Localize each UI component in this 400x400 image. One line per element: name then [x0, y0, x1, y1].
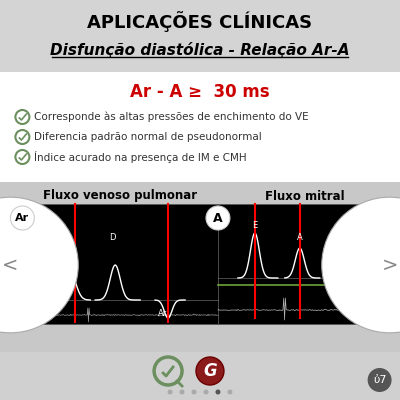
Text: APLICAÇÕES CLÍNICAS: APLICAÇÕES CLÍNICAS: [88, 12, 312, 32]
FancyBboxPatch shape: [0, 0, 400, 72]
FancyBboxPatch shape: [0, 182, 400, 352]
FancyBboxPatch shape: [0, 72, 400, 182]
Circle shape: [204, 390, 208, 394]
FancyBboxPatch shape: [22, 204, 218, 324]
Text: Disfunção diastólica - Relação Ar-A: Disfunção diastólica - Relação Ar-A: [50, 42, 350, 58]
Text: Ar: Ar: [15, 213, 30, 223]
Text: S: S: [68, 245, 73, 254]
FancyBboxPatch shape: [0, 352, 400, 400]
Text: ὐ7: ὐ7: [373, 375, 386, 385]
Circle shape: [192, 390, 196, 394]
Text: G: G: [203, 362, 217, 380]
Text: E: E: [252, 221, 258, 230]
Text: Índice acurado na presença de IM e CMH: Índice acurado na presença de IM e CMH: [34, 151, 247, 163]
Circle shape: [228, 390, 232, 394]
Text: D: D: [109, 233, 116, 242]
FancyBboxPatch shape: [218, 204, 382, 324]
Text: Corresponde às altas pressões de enchimento do VE: Corresponde às altas pressões de enchime…: [34, 112, 309, 122]
Circle shape: [168, 390, 172, 394]
Text: A: A: [297, 233, 303, 242]
Circle shape: [216, 390, 220, 394]
Text: A: A: [213, 212, 223, 224]
Circle shape: [206, 206, 230, 230]
Text: Ar: Ar: [158, 309, 167, 318]
Circle shape: [196, 357, 224, 385]
Circle shape: [10, 206, 34, 230]
Text: >: >: [381, 256, 398, 274]
Text: Fluxo venoso pulmonar: Fluxo venoso pulmonar: [43, 190, 197, 202]
Text: Diferencia padrão normal de pseudonormal: Diferencia padrão normal de pseudonormal: [34, 132, 262, 142]
Text: <: <: [2, 256, 19, 274]
Text: Fluxo mitral: Fluxo mitral: [265, 190, 344, 202]
Circle shape: [180, 390, 184, 394]
Text: Ar - A ≥  30 ms: Ar - A ≥ 30 ms: [130, 83, 270, 101]
Circle shape: [368, 368, 392, 392]
